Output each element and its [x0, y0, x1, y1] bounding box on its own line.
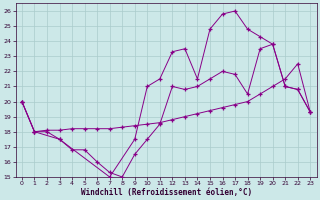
X-axis label: Windchill (Refroidissement éolien,°C): Windchill (Refroidissement éolien,°C): [81, 188, 252, 197]
